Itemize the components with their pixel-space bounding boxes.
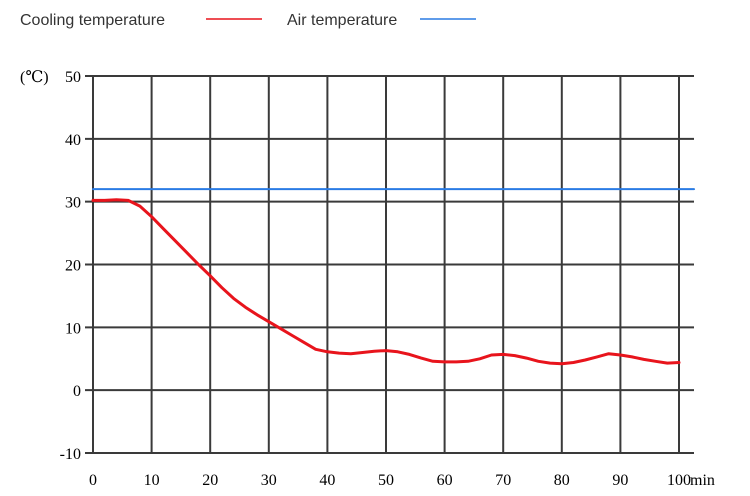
x-tick-label: 100 [667, 472, 691, 489]
x-tick-label: 0 [89, 472, 97, 489]
y-tick-label: -10 [60, 446, 81, 463]
x-tick-label: 90 [612, 472, 628, 489]
x-tick-label: 70 [495, 472, 511, 489]
x-tick-label: 40 [319, 472, 335, 489]
y-tick-label: 50 [65, 69, 81, 86]
y-tick-label: 10 [65, 320, 81, 337]
grid [85, 75, 694, 454]
y-tick-label: 20 [65, 258, 81, 275]
y-tick-label: 30 [65, 195, 81, 212]
y-axis-unit: (℃) [20, 69, 49, 86]
series-line-cooling [91, 198, 681, 366]
legend-label-air: Air temperature [287, 12, 397, 29]
series-layer [91, 188, 695, 366]
x-tick-label: 20 [202, 472, 218, 489]
x-tick-label: 60 [437, 472, 453, 489]
y-tick-label: 0 [73, 383, 81, 400]
y-axis: -10 0 10 20 30 40 50 [60, 69, 81, 463]
x-tick-label: 30 [261, 472, 277, 489]
x-tick-label: 10 [144, 472, 160, 489]
x-axis-unit: min [690, 472, 715, 489]
x-axis: 0 10 20 30 40 50 60 70 80 90 100 [89, 472, 691, 489]
x-tick-label: 50 [378, 472, 394, 489]
y-tick-label: 40 [65, 132, 81, 149]
legend-label-cooling: Cooling temperature [20, 12, 165, 29]
x-tick-label: 80 [554, 472, 570, 489]
legend: Cooling temperature Air temperature [20, 12, 476, 29]
